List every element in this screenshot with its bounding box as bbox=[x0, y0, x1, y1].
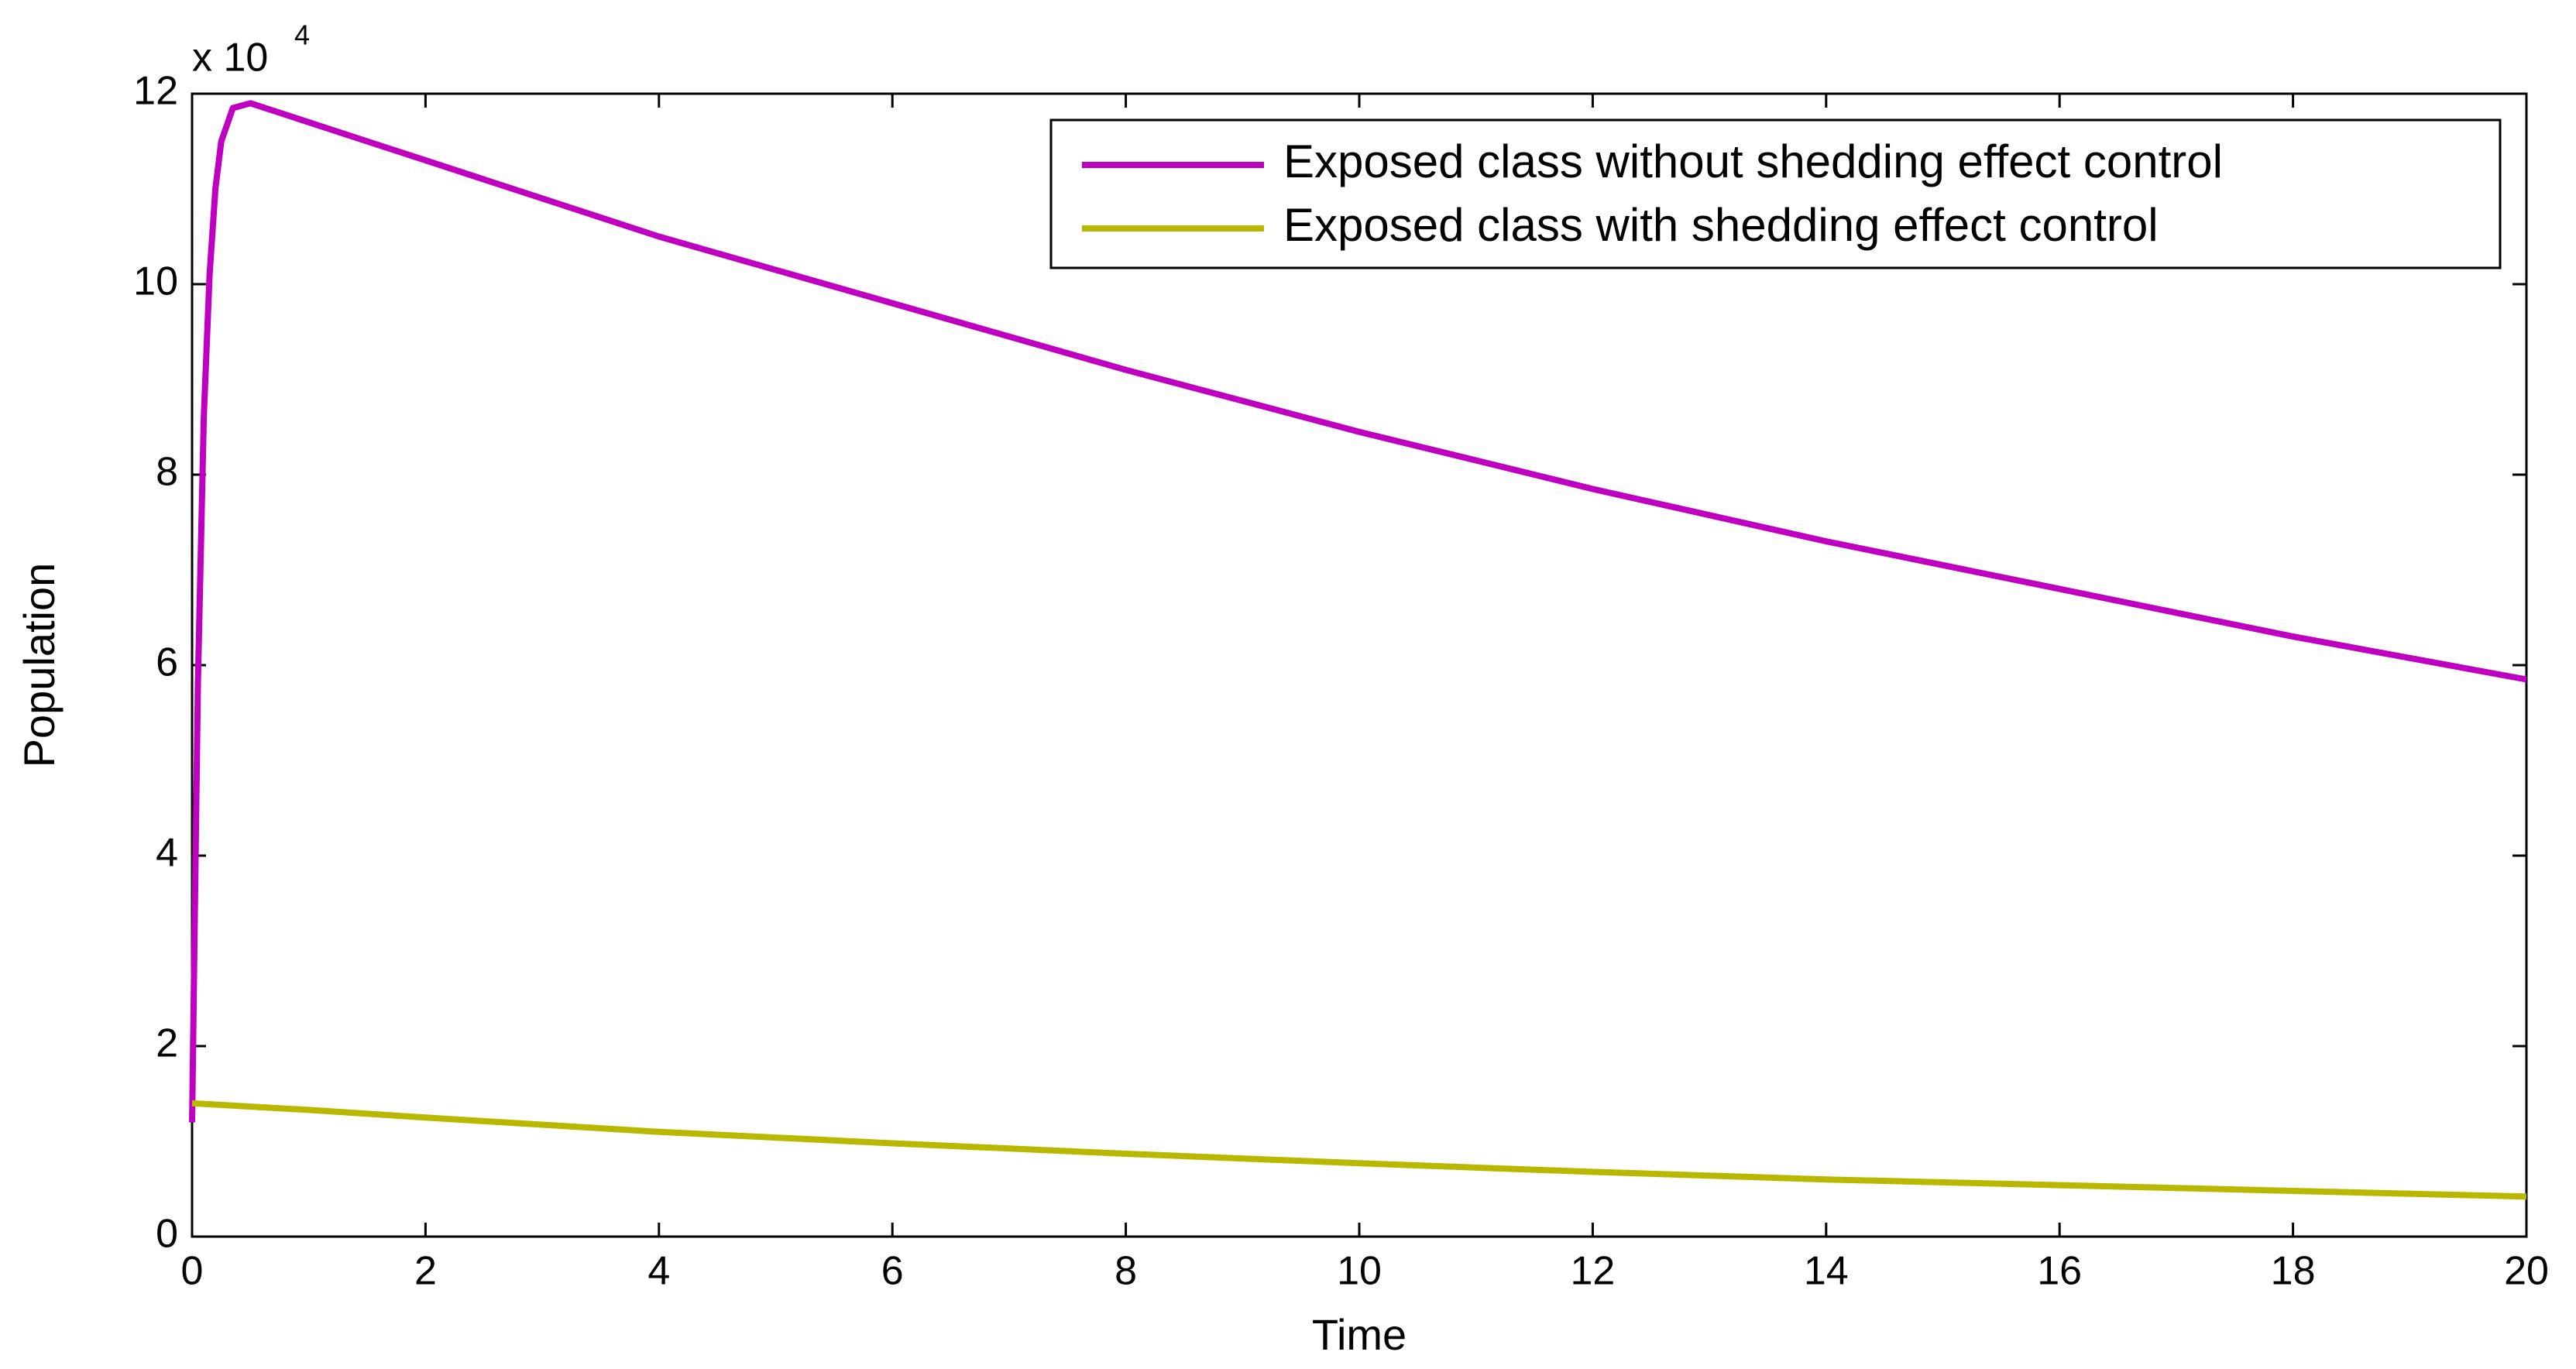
x-tick-label: 12 bbox=[1570, 1249, 1615, 1294]
x-tick-label: 18 bbox=[2271, 1249, 2316, 1294]
data-line bbox=[191, 1100, 2527, 1200]
legend-box bbox=[1049, 118, 2502, 269]
x-axis-label: Time bbox=[1312, 1310, 1406, 1359]
y-offset-exponent: 4 bbox=[294, 19, 310, 51]
x-tick-label: 16 bbox=[2037, 1249, 2082, 1294]
legend-label: Exposed class without shedding effect co… bbox=[1283, 136, 2223, 187]
y-tick-label: 4 bbox=[156, 831, 178, 876]
y-axis-label: Population bbox=[15, 563, 64, 768]
x-tick-label: 0 bbox=[181, 1249, 204, 1294]
x-tick-label: 20 bbox=[2504, 1249, 2549, 1294]
y-offset-text: x 10 bbox=[192, 36, 268, 81]
x-tick-label: 6 bbox=[881, 1249, 904, 1294]
plot-frame bbox=[191, 92, 2528, 1238]
y-tick-label: 10 bbox=[133, 259, 178, 304]
y-tick-label: 6 bbox=[156, 640, 178, 685]
x-tick-label: 4 bbox=[647, 1249, 670, 1294]
legend-label: Exposed class with shedding effect contr… bbox=[1283, 199, 2159, 251]
y-tick-label: 0 bbox=[156, 1212, 178, 1257]
x-tick-label: 10 bbox=[1337, 1249, 1382, 1294]
x-tick-label: 8 bbox=[1115, 1249, 1137, 1294]
y-tick-label: 8 bbox=[156, 450, 178, 495]
data-line bbox=[189, 100, 2527, 1123]
x-tick-label: 14 bbox=[1804, 1249, 1849, 1294]
y-tick-label: 12 bbox=[133, 69, 178, 114]
x-tick-label: 2 bbox=[414, 1249, 437, 1294]
y-tick-label: 2 bbox=[156, 1021, 178, 1066]
